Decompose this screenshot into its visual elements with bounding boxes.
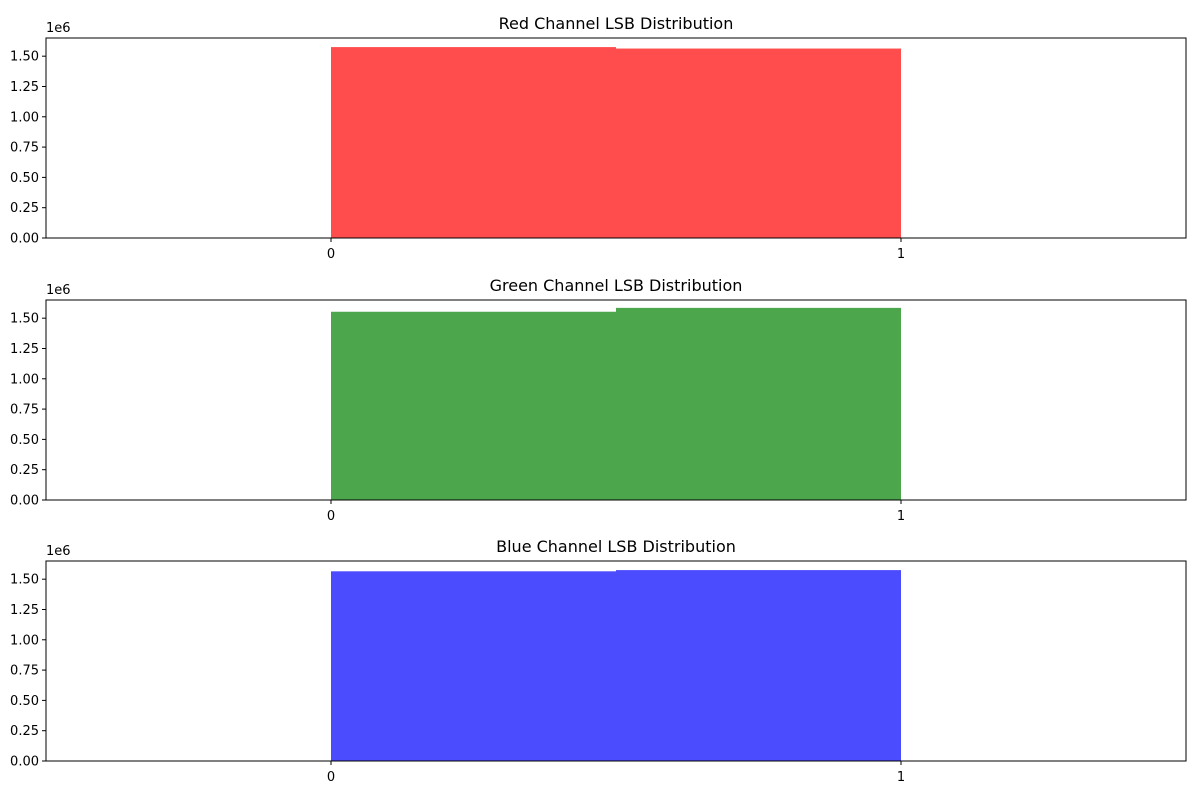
- y-tick-label: 0.75: [10, 664, 39, 679]
- y-tick-label: 0.50: [10, 433, 39, 448]
- y-tick-label: 1.25: [10, 603, 39, 618]
- chart-title: Red Channel LSB Distribution: [499, 14, 734, 33]
- y-tick-label: 0.75: [10, 141, 39, 156]
- y-offset-label: 1e6: [46, 283, 71, 298]
- axes-frame: [45, 560, 1187, 762]
- bar-bin-2: [616, 307, 901, 500]
- y-tick-label: 0.25: [10, 724, 39, 739]
- subplot-2: 0.00 0.25 0.50 0.75 1.00 1.25 1.50 0 1 1e6 Green C…: [10, 276, 1187, 524]
- y-tick-label: 0.50: [10, 694, 39, 709]
- y-tick-label: 1.50: [10, 312, 39, 327]
- x-tick-label: 0: [327, 770, 335, 785]
- y-tick-label: 1.00: [10, 633, 39, 648]
- chart-title: Blue Channel LSB Distribution: [496, 537, 736, 556]
- bar-bin-1: [331, 47, 616, 238]
- y-tick-label: 1.50: [10, 573, 39, 588]
- axes-frame: [45, 299, 1187, 501]
- x-tick-label: 1: [897, 770, 905, 785]
- y-tick-label: 1.50: [10, 50, 39, 65]
- y-tick-label: 1.25: [10, 342, 39, 357]
- y-tick-label: 1.00: [10, 110, 39, 125]
- subplot-1: 0.00 0.25 0.50 0.75 1.00 1.25 1.50 0 1 1e6 Red Cha…: [10, 14, 1187, 262]
- y-tick-label: 0.00: [10, 232, 39, 247]
- chart-title: Green Channel LSB Distribution: [490, 276, 743, 295]
- bar-bin-1: [331, 571, 616, 761]
- y-tick-label: 1.00: [10, 372, 39, 387]
- bar-bin-2: [616, 570, 901, 761]
- y-tick-label: 0.75: [10, 403, 39, 418]
- y-tick-label: 0.00: [10, 494, 39, 509]
- y-tick-label: 1.25: [10, 80, 39, 95]
- y-tick-label: 0.00: [10, 755, 39, 770]
- y-offset-label: 1e6: [46, 21, 71, 36]
- y-tick-label: 0.25: [10, 201, 39, 216]
- subplot-3: 0.00 0.25 0.50 0.75 1.00 1.25 1.50 0 1 1e6 Blue Ch…: [10, 537, 1187, 785]
- y-offset-label: 1e6: [46, 544, 71, 559]
- y-tick-label: 0.50: [10, 171, 39, 186]
- x-tick-label: 0: [327, 509, 335, 524]
- x-tick-label: 1: [897, 509, 905, 524]
- bar-bin-2: [616, 48, 901, 238]
- bar-bin-1: [331, 311, 616, 500]
- x-tick-label: 0: [327, 247, 335, 262]
- axes-frame: [45, 37, 1187, 239]
- x-tick-label: 1: [897, 247, 905, 262]
- y-tick-label: 0.25: [10, 463, 39, 478]
